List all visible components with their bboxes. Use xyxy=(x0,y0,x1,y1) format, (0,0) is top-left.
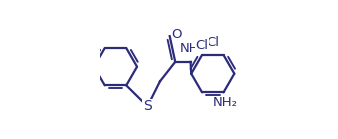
Text: Cl: Cl xyxy=(206,36,219,49)
Text: O: O xyxy=(171,28,182,41)
Text: NH: NH xyxy=(180,42,200,55)
Text: S: S xyxy=(143,99,152,113)
Text: NH₂: NH₂ xyxy=(213,96,238,110)
Text: Cl: Cl xyxy=(195,39,209,52)
